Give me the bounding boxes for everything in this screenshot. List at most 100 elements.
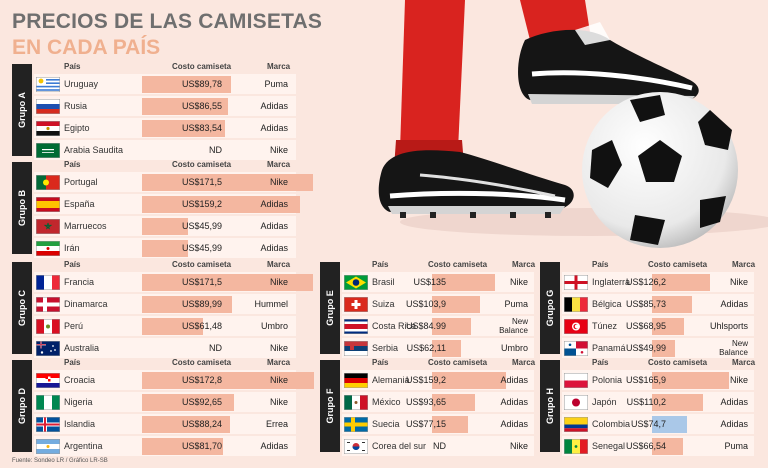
column-header-country: País: [372, 260, 389, 269]
cost-value: US$83,54: [181, 123, 222, 133]
group-label-tab: Grupo F: [320, 360, 340, 452]
table-row: Corea del sur ND Nike: [342, 436, 534, 456]
column-header-brand: Marca: [267, 260, 291, 269]
group-label-tab: Grupo E: [320, 262, 340, 354]
country-name: Bélgica: [592, 299, 622, 309]
cost-bar: [142, 218, 188, 235]
column-header-country: País: [64, 62, 81, 71]
cost-value: US$49,99: [625, 343, 666, 353]
group-grupo-b: Grupo B País Costo camiseta Marca Portugal US…: [12, 160, 313, 258]
country-name: México: [372, 397, 401, 407]
table-row: Croacia US$172,8 Nike: [34, 370, 314, 390]
brand-name: Uhlsports: [709, 321, 748, 331]
brand-name: Adidas: [500, 419, 528, 429]
cost-value: US$159,2: [181, 199, 222, 209]
group-label-tab: Grupo A: [12, 64, 32, 156]
cost-value: US$74,7: [630, 419, 666, 429]
chart-title-line-2: EN CADA PAÍS: [12, 36, 161, 59]
cost-bar: [142, 296, 232, 313]
cost-value: US$171,5: [181, 177, 222, 187]
brand-name: Puma: [724, 441, 748, 451]
column-header-cost: Costo camiseta: [648, 358, 708, 367]
belgium-flag-icon: [564, 297, 588, 312]
egypt-flag-icon: [36, 121, 60, 136]
country-name: Rusia: [64, 101, 88, 111]
table-row: España US$159,2 Adidas: [34, 194, 300, 214]
cost-value: US$126,2: [625, 277, 666, 287]
brand-name: Adidas: [260, 199, 288, 209]
cost-bar: [142, 372, 314, 389]
cost-value: US$159,2: [405, 375, 446, 385]
cost-bar: [142, 394, 234, 411]
country-name: Polonia: [592, 375, 623, 385]
cost-bar: [432, 296, 480, 313]
cost-bar: [142, 318, 203, 335]
cost-value: US$61,48: [181, 321, 222, 331]
brand-name: Nike: [269, 397, 288, 407]
country-name: Irán: [64, 243, 80, 253]
cost-bar: [142, 76, 231, 93]
cost-bar: [652, 318, 684, 335]
cost-bar: [142, 120, 225, 137]
brand-name: Umbro: [260, 321, 288, 331]
table-row: Uruguay US$89,78 Puma: [34, 74, 296, 94]
panama-flag-icon: [564, 341, 588, 356]
column-header-cost: Costo camiseta: [172, 62, 232, 71]
table-row: Brasil US$135 Nike: [342, 272, 534, 292]
cost-value: US$45,99: [181, 243, 222, 253]
table-row: Bélgica US$85,73 Adidas: [562, 294, 754, 314]
brand-name: Adidas: [720, 397, 748, 407]
table-row: Suecia US$77,15 Adidas: [342, 414, 534, 434]
column-header-country: País: [592, 358, 609, 367]
france-flag-icon: [36, 275, 60, 290]
brand-name: New Balance: [499, 317, 528, 335]
column-header-cost: Costo camiseta: [172, 260, 232, 269]
mexico-flag-icon: [344, 395, 368, 410]
table-row: México US$93,65 Adidas: [342, 392, 534, 412]
column-header-brand: Marca: [267, 160, 291, 169]
country-name: Francia: [64, 277, 95, 287]
country-name: Nigeria: [64, 397, 93, 407]
brand-name: Adidas: [260, 123, 288, 133]
brand-name: Nike: [269, 145, 288, 155]
japan-flag-icon: [564, 395, 588, 410]
brand-name: Errea: [265, 419, 288, 429]
column-header-country: País: [64, 160, 81, 169]
country-name: Argentina: [64, 441, 103, 451]
table-row: Senegal US$66,54 Puma: [562, 436, 754, 456]
table-row: Suiza US$103,9 Puma: [342, 294, 534, 314]
column-header-country: País: [64, 358, 81, 367]
table-row: Costa Rica US$84.99 New Balance: [342, 316, 534, 336]
country-name: Islandia: [64, 419, 96, 429]
cost-value: US$86,55: [181, 101, 222, 111]
brand-name: Umbro: [500, 343, 528, 353]
brand-name: Puma: [264, 79, 288, 89]
column-header-brand: Marca: [267, 62, 291, 71]
nigeria-flag-icon: [36, 395, 60, 410]
australia-flag-icon: [36, 341, 60, 356]
table-row: Marruecos US$45,99 Adidas: [34, 216, 296, 236]
table-row: Inglaterra US$126,2 Nike: [562, 272, 754, 292]
brand-name: Nike: [509, 441, 528, 451]
table-row: Rusia US$86,55 Adidas: [34, 96, 296, 116]
table-row: Perú US$61,48 Umbro: [34, 316, 296, 336]
country-name: Japón: [592, 397, 617, 407]
cost-value: US$85,73: [625, 299, 666, 309]
cost-bar: [432, 274, 495, 291]
chart-title-line-1: PRECIOS DE LAS CAMISETAS: [12, 10, 323, 33]
table-row: Irán US$45,99 Adidas: [34, 238, 296, 258]
croatia-flag-icon: [36, 373, 60, 388]
cost-bar: [652, 274, 710, 291]
morocco-flag-icon: [36, 219, 60, 234]
cost-bar: [432, 416, 468, 433]
brand-name: Nike: [269, 343, 288, 353]
country-name: Australia: [64, 343, 100, 353]
cost-value: US$68,95: [625, 321, 666, 331]
group-label-tab: Grupo B: [12, 162, 32, 254]
column-header-cost: Costo camiseta: [172, 358, 232, 367]
russia-flag-icon: [36, 99, 60, 114]
column-header-cost: Costo camiseta: [648, 260, 708, 269]
group-label: Grupo B: [17, 190, 27, 226]
argentina-flag-icon: [36, 439, 60, 454]
cost-value: ND: [209, 145, 222, 155]
